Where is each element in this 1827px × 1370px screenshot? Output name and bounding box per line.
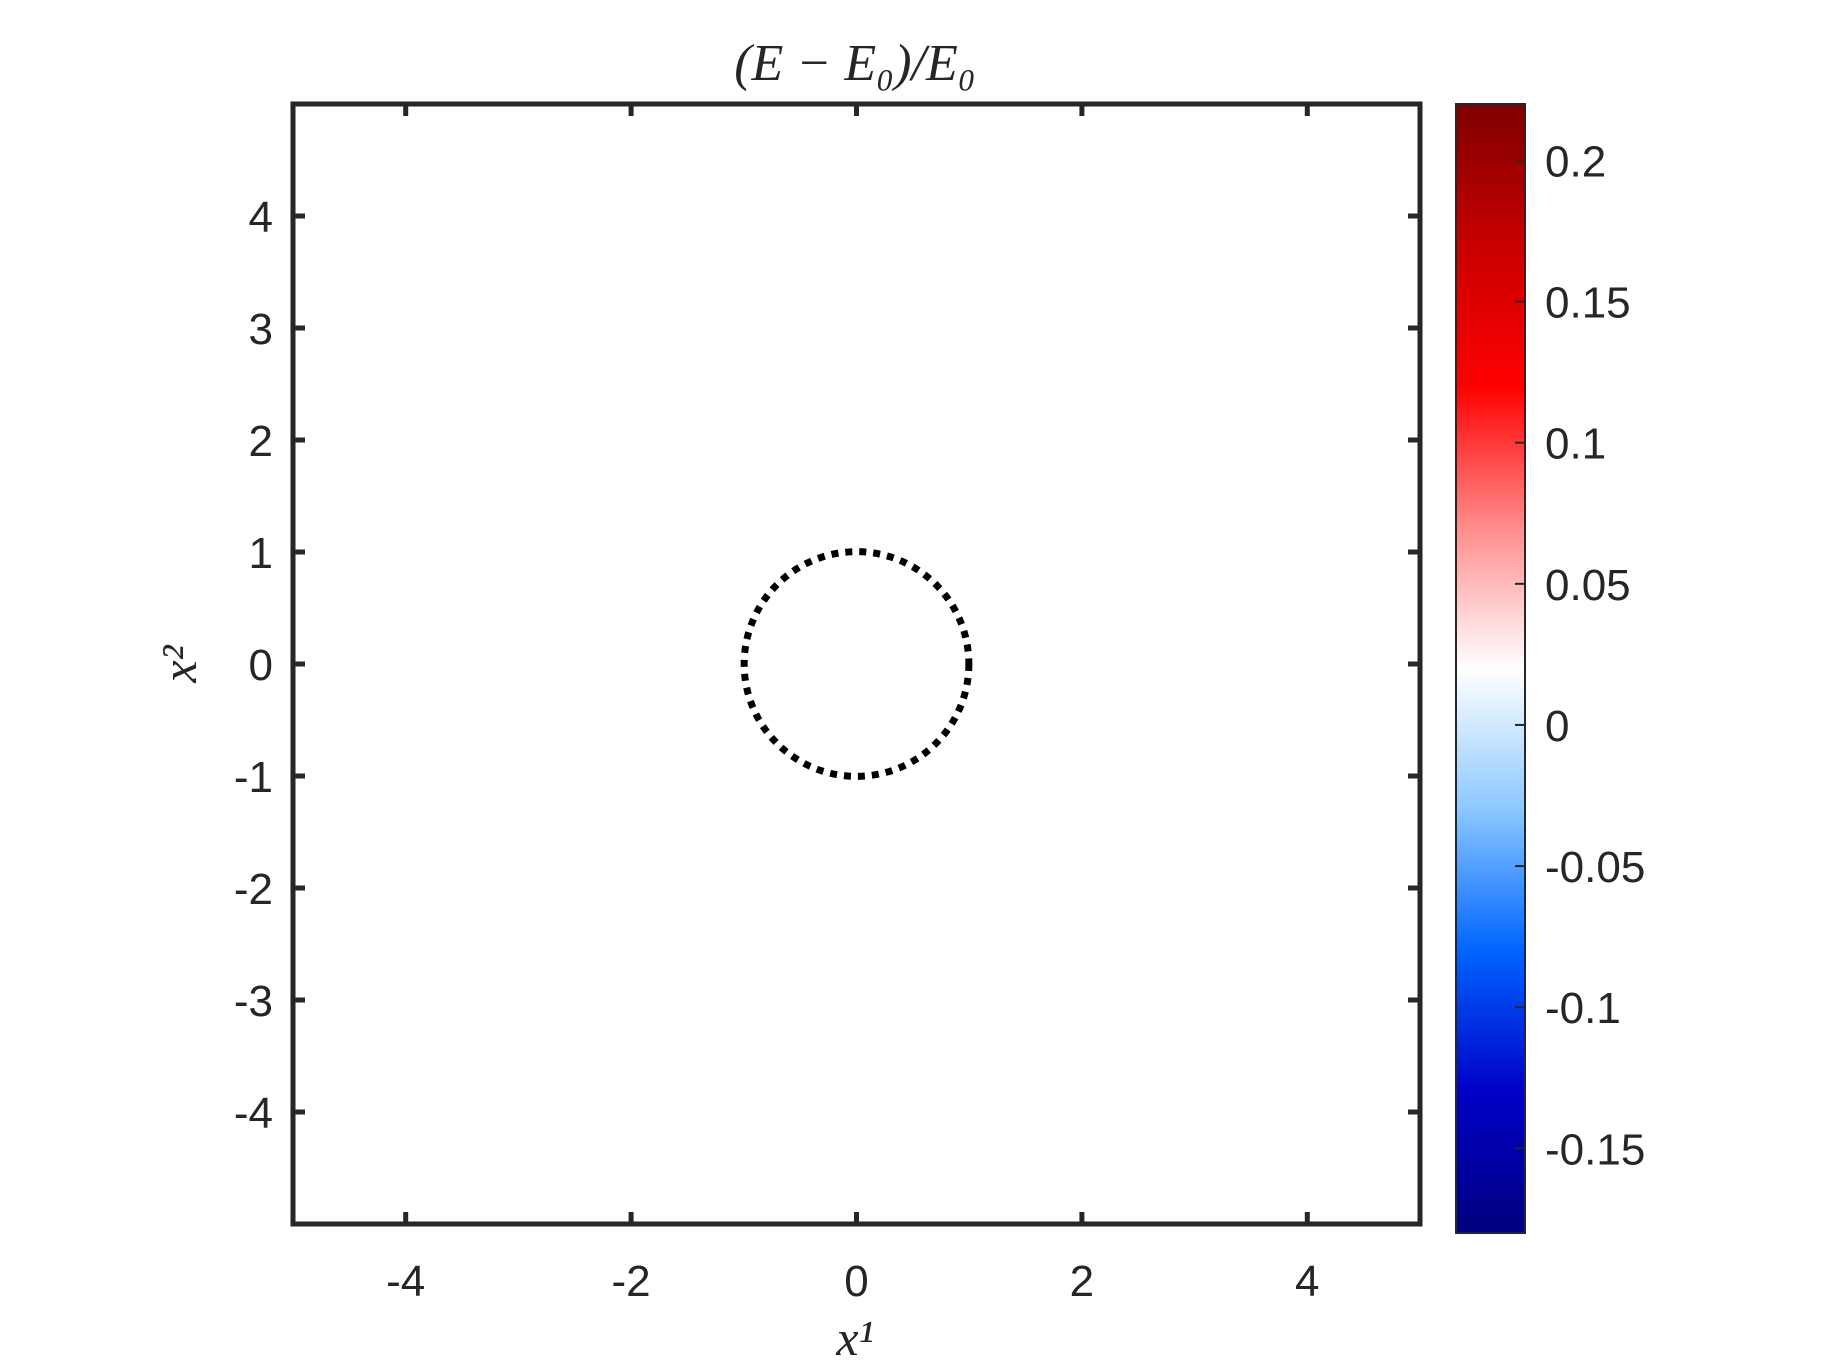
y-tick-label: -3: [234, 977, 273, 1026]
colorbar-tick-label: 0.05: [1545, 561, 1631, 610]
y-tick-label: 1: [249, 529, 273, 578]
y-tick-label: 4: [249, 193, 273, 242]
x-tick-label: 0: [844, 1257, 868, 1306]
y-tick-label: 0: [249, 641, 273, 690]
plot-frame: [290, 101, 1423, 1227]
colorbar: [1455, 103, 1526, 1234]
x-tick-label: -4: [386, 1257, 425, 1306]
x-axis-label: x¹: [835, 1310, 873, 1366]
colorbar-tick-label: -0.15: [1545, 1125, 1645, 1174]
y-axis-tick-labels: 4 3 2 1 0 -1 -2 -3 -4: [234, 193, 273, 1138]
colorbar-ticks: [1515, 159, 1525, 1150]
x-tick-label: -2: [612, 1257, 651, 1306]
colorbar-tick-label: 0: [1545, 702, 1569, 751]
chart-title: (E − E₀)/E₀: [734, 35, 976, 92]
colorbar-tick-label: 0.2: [1545, 137, 1606, 186]
y-tick-label: -1: [234, 753, 273, 802]
colorbar-tick-label: 0.1: [1545, 420, 1606, 469]
y-axis-label: x²: [151, 644, 207, 683]
colorbar-tick-label: 0.15: [1545, 279, 1631, 328]
y-tick-label: 3: [249, 305, 273, 354]
colorbar-tick-label: -0.1: [1545, 984, 1621, 1033]
x-axis-tick-labels: -4 -2 0 2 4: [386, 1257, 1319, 1306]
x-tick-label: 2: [1070, 1257, 1094, 1306]
unit-circle-overlay: [740, 548, 973, 780]
y-tick-label: 2: [249, 417, 273, 466]
y-tick-label: -4: [234, 1089, 273, 1138]
plot-area: [293, 104, 1420, 1224]
colorbar-tick-labels: 0.2 0.15 0.1 0.05 0 -0.05 -0.1 -0.15: [1545, 137, 1645, 1174]
x-tick-label: 4: [1295, 1257, 1319, 1306]
y-tick-label: -2: [234, 865, 273, 914]
colorbar-tick-label: -0.05: [1545, 843, 1645, 892]
